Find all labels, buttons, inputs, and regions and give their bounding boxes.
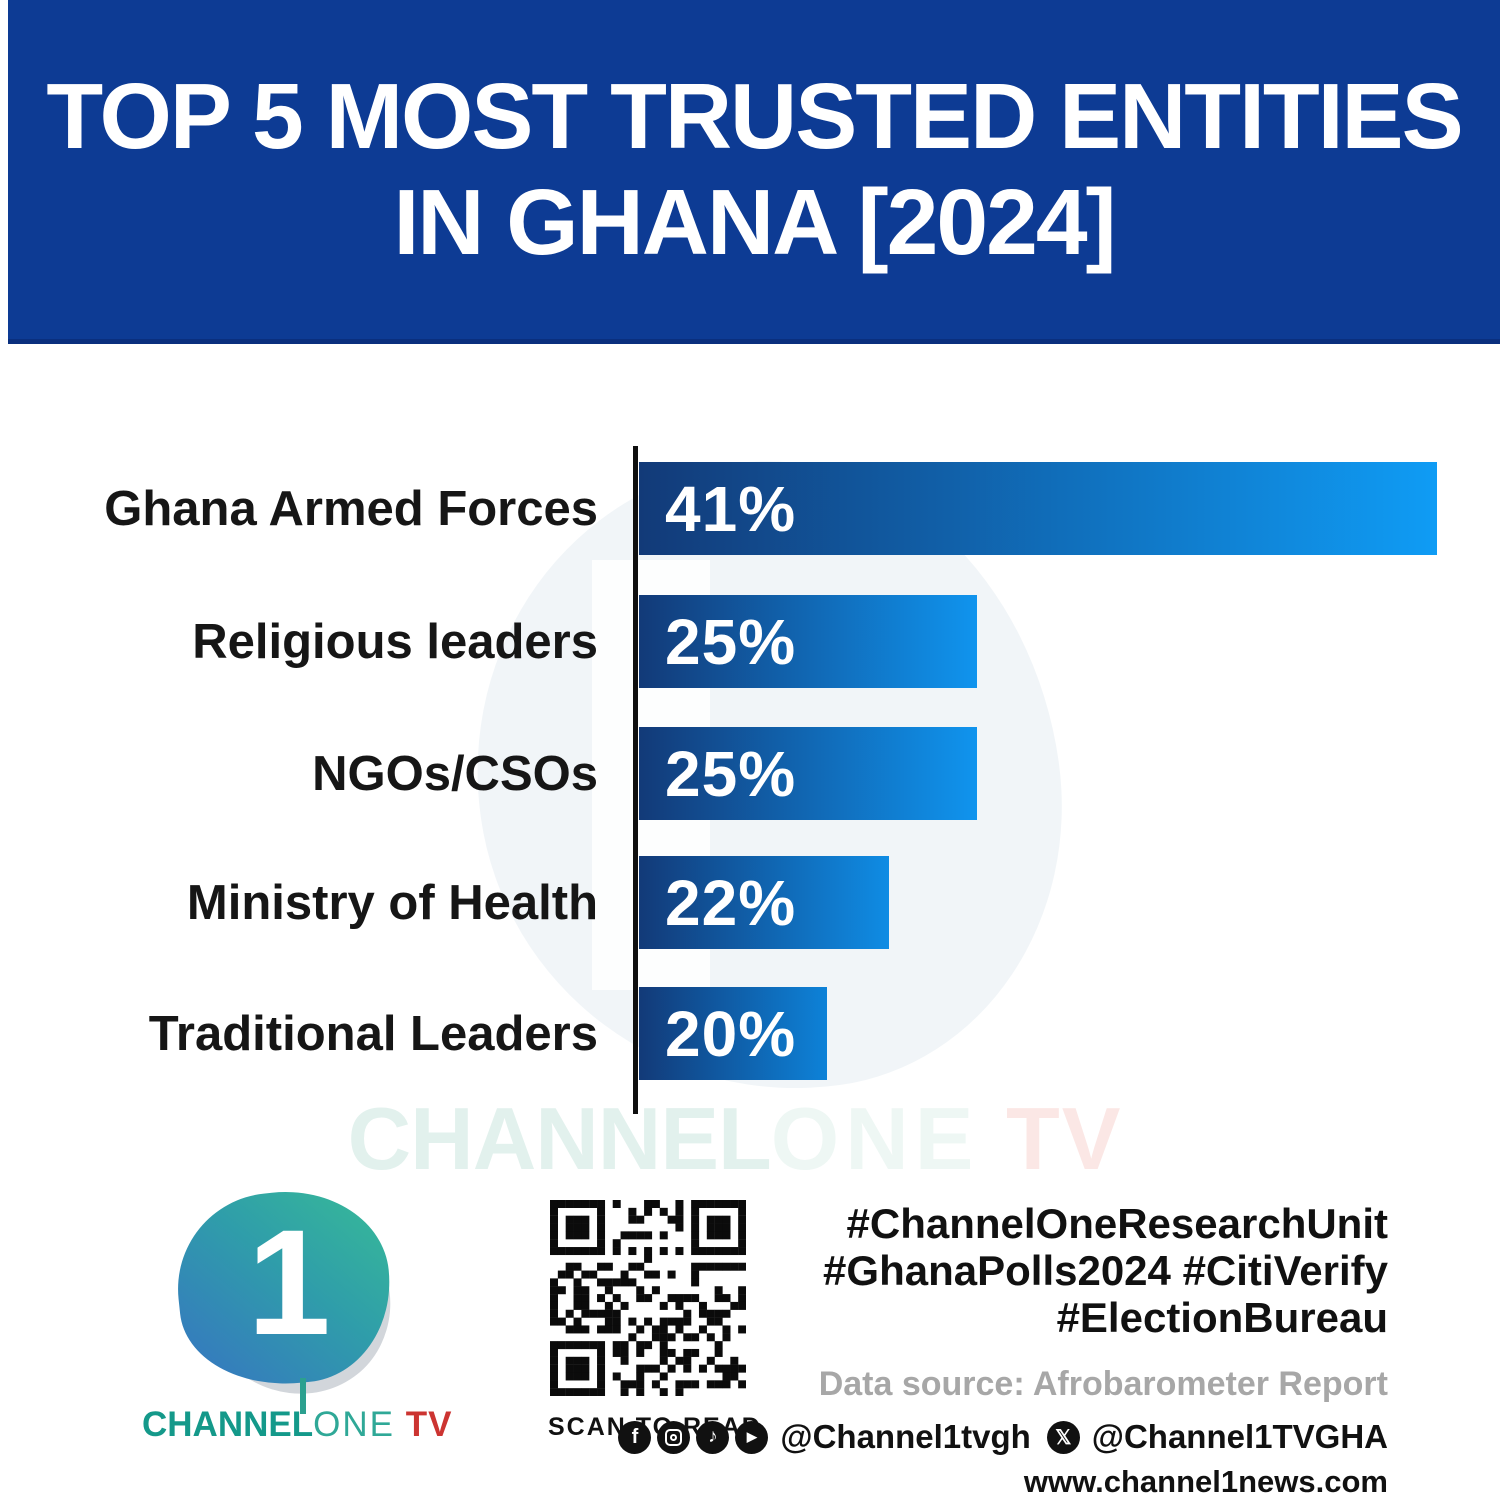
watermark-one: ONE bbox=[770, 1089, 980, 1188]
watermark-tv: TV bbox=[979, 1089, 1123, 1188]
page-title-line2: IN GHANA [2024] bbox=[393, 169, 1116, 274]
bar-traditional-leaders: 20% bbox=[639, 987, 827, 1080]
data-source-note: Data source: Afrobarometer Report bbox=[818, 1365, 1388, 1404]
logo-pebble: 1 bbox=[156, 1166, 425, 1427]
bar-value-label: 41% bbox=[665, 472, 797, 545]
logo-wordmark: CHANNELONE TV bbox=[142, 1405, 451, 1445]
bar-row-ghana-armed-forces: Ghana Armed Forces 41% bbox=[0, 462, 1500, 555]
bar-value-label: 20% bbox=[665, 997, 797, 1070]
bar-ministry-of-health: 22% bbox=[639, 856, 889, 949]
bar-row-traditional-leaders: Traditional Leaders 20% bbox=[0, 987, 1500, 1080]
social-handle-main: @Channel1tvgh bbox=[780, 1418, 1031, 1456]
x-twitter-icon: 𝕏 bbox=[1046, 1420, 1080, 1454]
bar-category-label: Ghana Armed Forces bbox=[104, 481, 598, 536]
channel-one-watermark: CHANNELONE TV bbox=[0, 1088, 1470, 1190]
title-banner: TOP 5 MOST TRUSTED ENTITIES IN GHANA [20… bbox=[8, 0, 1500, 344]
qr-code bbox=[550, 1200, 747, 1397]
bar-row-religious-leaders: Religious leaders 25% bbox=[0, 595, 1500, 688]
social-handle-x: @Channel1TVGHA bbox=[1091, 1418, 1388, 1456]
bar-value-label: 25% bbox=[665, 737, 797, 810]
youtube-icon: ▶ bbox=[735, 1420, 769, 1454]
bar-row-ministry-of-health: Ministry of Health 22% bbox=[0, 856, 1500, 949]
bar-category-label: NGOs/CSOs bbox=[312, 746, 598, 801]
facebook-icon: f bbox=[618, 1420, 652, 1454]
footer-right-column: #ChannelOneResearchUnit #GhanaPolls2024 … bbox=[618, 1200, 1389, 1500]
wordmark-one: ONE bbox=[313, 1405, 395, 1444]
bar-ghana-armed-forces: 41% bbox=[639, 462, 1437, 555]
bar-religious-leaders: 25% bbox=[639, 595, 977, 688]
qr-block: SCAN TO READ bbox=[548, 1200, 760, 1442]
bar-category-label: Religious leaders bbox=[192, 614, 598, 669]
instagram-icon bbox=[657, 1420, 691, 1454]
hashtag-line-1: #ChannelOneResearchUnit bbox=[846, 1200, 1389, 1247]
bar-value-label: 25% bbox=[665, 605, 797, 678]
bar-row-ngos-csos: NGOs/CSOs 25% bbox=[0, 727, 1500, 820]
wordmark-channel: CHANNEL bbox=[142, 1405, 314, 1444]
bar-ngos-csos: 25% bbox=[639, 727, 977, 820]
hashtag-line-2: #GhanaPolls2024 #CitiVerify bbox=[823, 1247, 1388, 1295]
page-title-line1: TOP 5 MOST TRUSTED ENTITIES bbox=[46, 64, 1463, 169]
bar-category-label: Traditional Leaders bbox=[148, 1006, 598, 1061]
tiktok-icon: ♪ bbox=[696, 1420, 730, 1454]
bar-value-label: 22% bbox=[665, 866, 797, 939]
logo-numeral-1: 1 bbox=[247, 1198, 331, 1366]
hashtag-line-3: #ElectionBureau bbox=[1056, 1294, 1388, 1342]
social-row: f ♪ ▶ @Channel1tvgh 𝕏 @Channel1TVGHA bbox=[618, 1418, 1388, 1456]
wordmark-tv: TV bbox=[394, 1405, 453, 1444]
watermark-channel: CHANNEL bbox=[347, 1089, 772, 1188]
website-url: www.channel1news.com bbox=[1023, 1464, 1388, 1500]
logo-numeral-stem bbox=[300, 1378, 306, 1414]
bar-category-label: Ministry of Health bbox=[186, 875, 598, 930]
chart-axis-line bbox=[633, 446, 638, 1114]
channel-one-logo: 1 CHANNELONE TV bbox=[142, 1166, 451, 1445]
